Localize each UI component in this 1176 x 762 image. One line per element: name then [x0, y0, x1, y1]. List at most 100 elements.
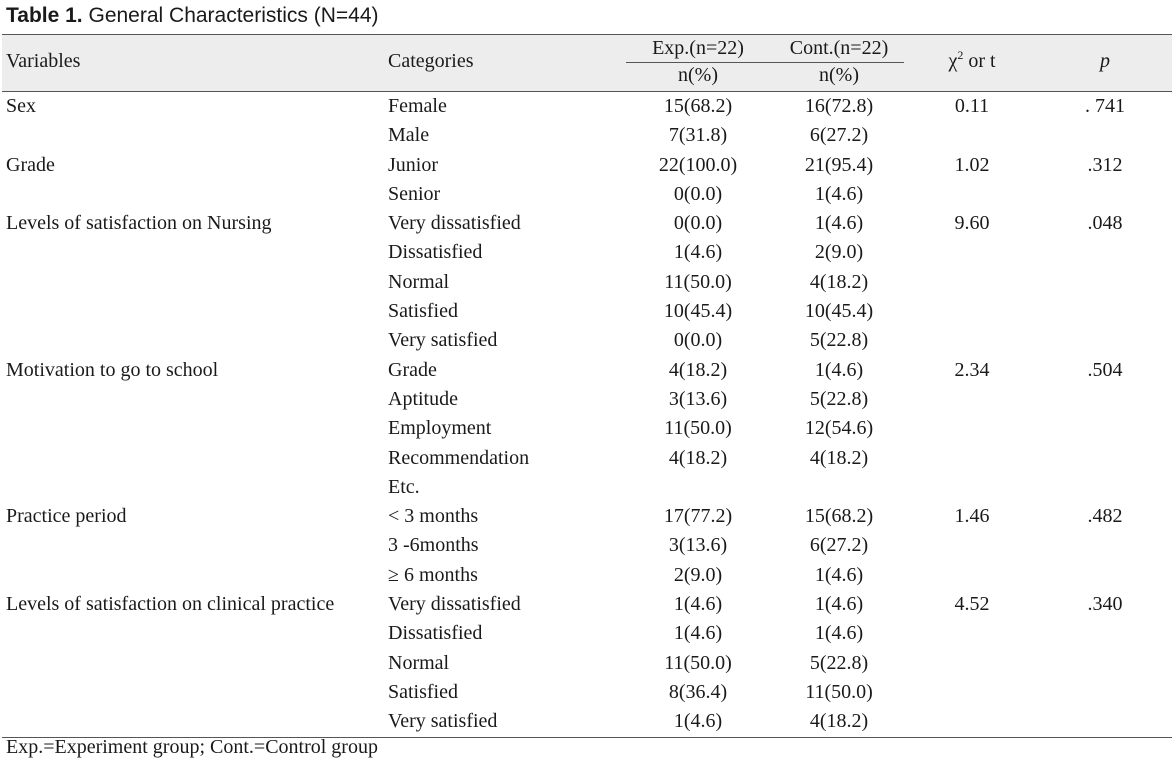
cell-exp: 10(45.4): [663, 300, 733, 323]
table-bottom-rule: [2, 736, 1172, 738]
cell-variable: Levels of satisfaction on Nursing: [6, 212, 272, 235]
cell-category: Employment: [388, 417, 492, 440]
table-label: Table 1.: [6, 4, 83, 27]
table-row: Aptitude 3(13.6) 5(22.8): [2, 385, 1172, 414]
table-caption: Table 1. General Characteristics (N=44): [6, 2, 379, 30]
table-header: Variables Categories Exp.(n=22) Cont.(n=…: [2, 34, 1172, 92]
cell-cont: 1(4.6): [814, 563, 864, 586]
table-row: Dissatisfied 1(4.6) 2(9.0): [2, 238, 1172, 267]
table-row: Normal 11(50.0) 4(18.2): [2, 268, 1172, 297]
cell-variable: Levels of satisfaction on clinical pract…: [6, 593, 335, 616]
header-categories: Categories: [388, 50, 474, 72]
cell-category: ≥ 6 months: [388, 563, 478, 586]
cell-cont: 4(18.2): [809, 270, 869, 293]
cell-exp: 22(100.0): [658, 153, 738, 176]
cell-p: .340: [1087, 593, 1123, 616]
table-row: 3 -6months 3(13.6) 6(27.2): [2, 531, 1172, 560]
cell-category: Very satisfied: [388, 710, 498, 733]
cell-variable: Practice period: [6, 505, 127, 528]
cell-p: . 741: [1085, 95, 1125, 117]
cell-cont: 2(9.0): [814, 241, 864, 264]
table-row: Etc.: [2, 473, 1172, 502]
cell-category: Very dissatisfied: [388, 212, 521, 235]
cell-p: .504: [1087, 358, 1123, 381]
cell-category: Male: [388, 124, 430, 147]
cell-exp: 0(0.0): [673, 212, 723, 235]
table-row: Dissatisfied 1(4.6) 1(4.6): [2, 619, 1172, 648]
table-body: Sex Female 15(68.2) 16(72.8) 0.11 . 741 Male 7(…: [2, 92, 1172, 737]
characteristics-table: Variables Categories Exp.(n=22) Cont.(n=…: [2, 34, 1172, 738]
cell-category: Normal: [388, 270, 450, 293]
cell-cont: 21(95.4): [804, 153, 874, 176]
table-row: Male 7(31.8) 6(27.2): [2, 121, 1172, 150]
table-row: Normal 11(50.0) 5(22.8): [2, 649, 1172, 678]
cell-variable: Grade: [6, 153, 55, 176]
cell-exp: 17(77.2): [663, 505, 733, 528]
cell-exp: 11(50.0): [664, 417, 732, 440]
cell-category: Satisfied: [388, 300, 458, 323]
cell-exp: 4(18.2): [668, 358, 728, 381]
cell-category: Senior: [388, 182, 441, 205]
header-chi-or-t: χ2 or t: [948, 48, 996, 72]
table-row: Employment 11(50.0) 12(54.6): [2, 414, 1172, 443]
cell-category: Junior: [388, 153, 438, 176]
cell-category: Dissatisfied: [388, 241, 483, 264]
cell-exp: 4(18.2): [668, 446, 728, 469]
cell-category: Etc.: [388, 475, 420, 498]
cell-cont: 6(27.2): [809, 534, 869, 557]
header-cont-group: Cont.(n=22): [789, 37, 889, 59]
cell-p: .048: [1087, 212, 1123, 235]
header-exp-sub: n(%): [678, 64, 718, 86]
cell-variable: Motivation to go to school: [6, 358, 219, 381]
cell-category: Grade: [388, 358, 437, 381]
cell-exp: 0(0.0): [673, 329, 723, 352]
cell-exp: 15(68.2): [663, 95, 733, 117]
cell-category: Very satisfied: [388, 329, 498, 352]
cell-chi: 0.11: [954, 95, 990, 117]
cell-chi: 1.46: [954, 505, 990, 528]
cell-exp: 1(4.6): [673, 710, 723, 733]
cell-category: Recommendation: [388, 446, 530, 469]
cell-chi: 1.02: [954, 153, 990, 176]
cell-chi: 2.34: [954, 358, 990, 381]
cell-cont: 1(4.6): [814, 593, 864, 616]
cell-category: Satisfied: [388, 680, 458, 703]
table-row: Satisfied 10(45.4) 10(45.4): [2, 297, 1172, 326]
cell-cont: 1(4.6): [814, 182, 864, 205]
table-row: Levels of satisfaction on Nursing Very di…: [2, 209, 1172, 238]
table-row: Levels of satisfaction on clinical pract…: [2, 590, 1172, 619]
header-cont-sub: n(%): [819, 64, 859, 86]
header-group-rule: [626, 62, 904, 63]
cell-category: Normal: [388, 651, 450, 674]
cell-category: Very dissatisfied: [388, 593, 521, 616]
table-row: Very satisfied 0(0.0) 5(22.8): [2, 326, 1172, 355]
table-row: Satisfied 8(36.4) 11(50.0): [2, 678, 1172, 707]
table-row: Sex Female 15(68.2) 16(72.8) 0.11 . 741: [2, 92, 1172, 121]
cell-cont: 5(22.8): [809, 651, 869, 674]
cell-exp: 3(13.6): [668, 387, 728, 410]
cell-cont: 1(4.6): [814, 212, 864, 235]
cell-variable: Sex: [6, 95, 36, 117]
cell-cont: 4(18.2): [809, 446, 869, 469]
table-row: Grade Junior 22(100.0) 21(95.4) 1.02 .312: [2, 151, 1172, 180]
table-row: Very satisfied 1(4.6) 4(18.2): [2, 707, 1172, 736]
cell-exp: 2(9.0): [673, 563, 723, 586]
table-row: ≥ 6 months 2(9.0) 1(4.6): [2, 561, 1172, 590]
cell-category: Female: [388, 95, 447, 117]
table-row: Motivation to go to school Grade 4(18.2) 1(…: [2, 356, 1172, 385]
cell-chi: 9.60: [954, 212, 990, 235]
table-row: Senior 0(0.0) 1(4.6): [2, 180, 1172, 209]
cell-category: 3 -6months: [388, 534, 479, 557]
cell-cont: 1(4.6): [814, 622, 864, 645]
cell-cont: 12(54.6): [804, 417, 874, 440]
table-row: Recommendation 4(18.2) 4(18.2): [2, 444, 1172, 473]
cell-exp: 3(13.6): [668, 534, 728, 557]
table-row: Practice period < 3 months 17(77.2) 15(68.2…: [2, 502, 1172, 531]
cell-exp: 1(4.6): [673, 241, 723, 264]
cell-cont: 1(4.6): [814, 358, 864, 381]
cell-exp: 0(0.0): [673, 182, 723, 205]
header-p: p: [1100, 50, 1110, 72]
cell-p: .482: [1087, 505, 1123, 528]
cell-cont: 5(22.8): [809, 387, 869, 410]
cell-cont: 10(45.4): [804, 300, 874, 323]
